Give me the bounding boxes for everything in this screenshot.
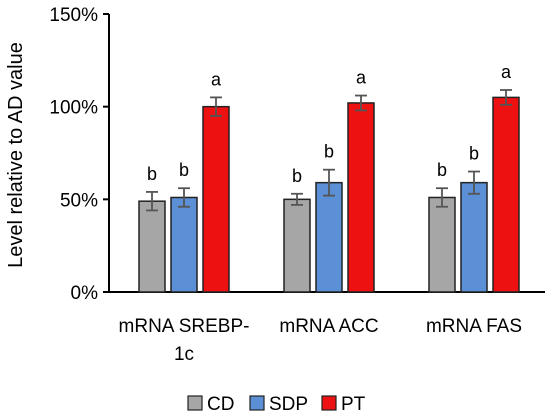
legend: CD SDP PT <box>187 394 366 415</box>
bar-cd <box>428 196 456 293</box>
y-tick-label: 100% <box>49 98 98 119</box>
bar-cd <box>138 200 166 293</box>
legend-label-cd: CD <box>207 394 234 415</box>
significance-label: b <box>469 144 479 164</box>
bar-pt <box>492 96 520 293</box>
bar-sdp <box>170 196 198 293</box>
significance-label: a <box>356 68 367 88</box>
bar-sdp <box>460 181 488 293</box>
bar-sdp <box>315 181 343 293</box>
bar-cd <box>283 198 311 293</box>
y-tick-label: 0% <box>71 283 99 304</box>
x-tick-label: mRNA FAS <box>426 316 522 337</box>
significance-label: b <box>437 160 447 180</box>
significance-label: b <box>292 166 302 186</box>
y-axis-label: Level relative to AD value <box>5 42 27 268</box>
y-tick-label: 150% <box>49 5 98 26</box>
legend-label-pt: PT <box>341 394 366 415</box>
x-tick-label: 1c <box>174 344 194 365</box>
legend-label-sdp: SDP <box>269 394 308 415</box>
bar-pt <box>347 102 375 293</box>
significance-label: b <box>147 164 157 184</box>
bar-pt <box>202 105 230 293</box>
significance-label: a <box>211 69 222 89</box>
significance-label: b <box>179 160 189 180</box>
legend-swatch-cd <box>187 395 203 411</box>
x-tick-label: mRNA SREBP- <box>119 316 250 337</box>
plot-area: 0% 50% 100% 150% b b a mRNA SREBP- 1c b b a mRNA ACC… <box>49 5 545 365</box>
significance-label: a <box>501 62 512 82</box>
significance-label: b <box>324 142 334 162</box>
y-tick-label: 50% <box>60 190 98 211</box>
x-tick-label: mRNA ACC <box>279 316 378 337</box>
legend-swatch-sdp <box>249 395 265 411</box>
legend-swatch-pt <box>321 395 337 411</box>
